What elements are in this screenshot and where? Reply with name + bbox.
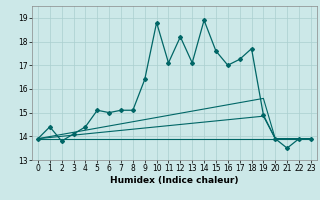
X-axis label: Humidex (Indice chaleur): Humidex (Indice chaleur): [110, 176, 239, 185]
